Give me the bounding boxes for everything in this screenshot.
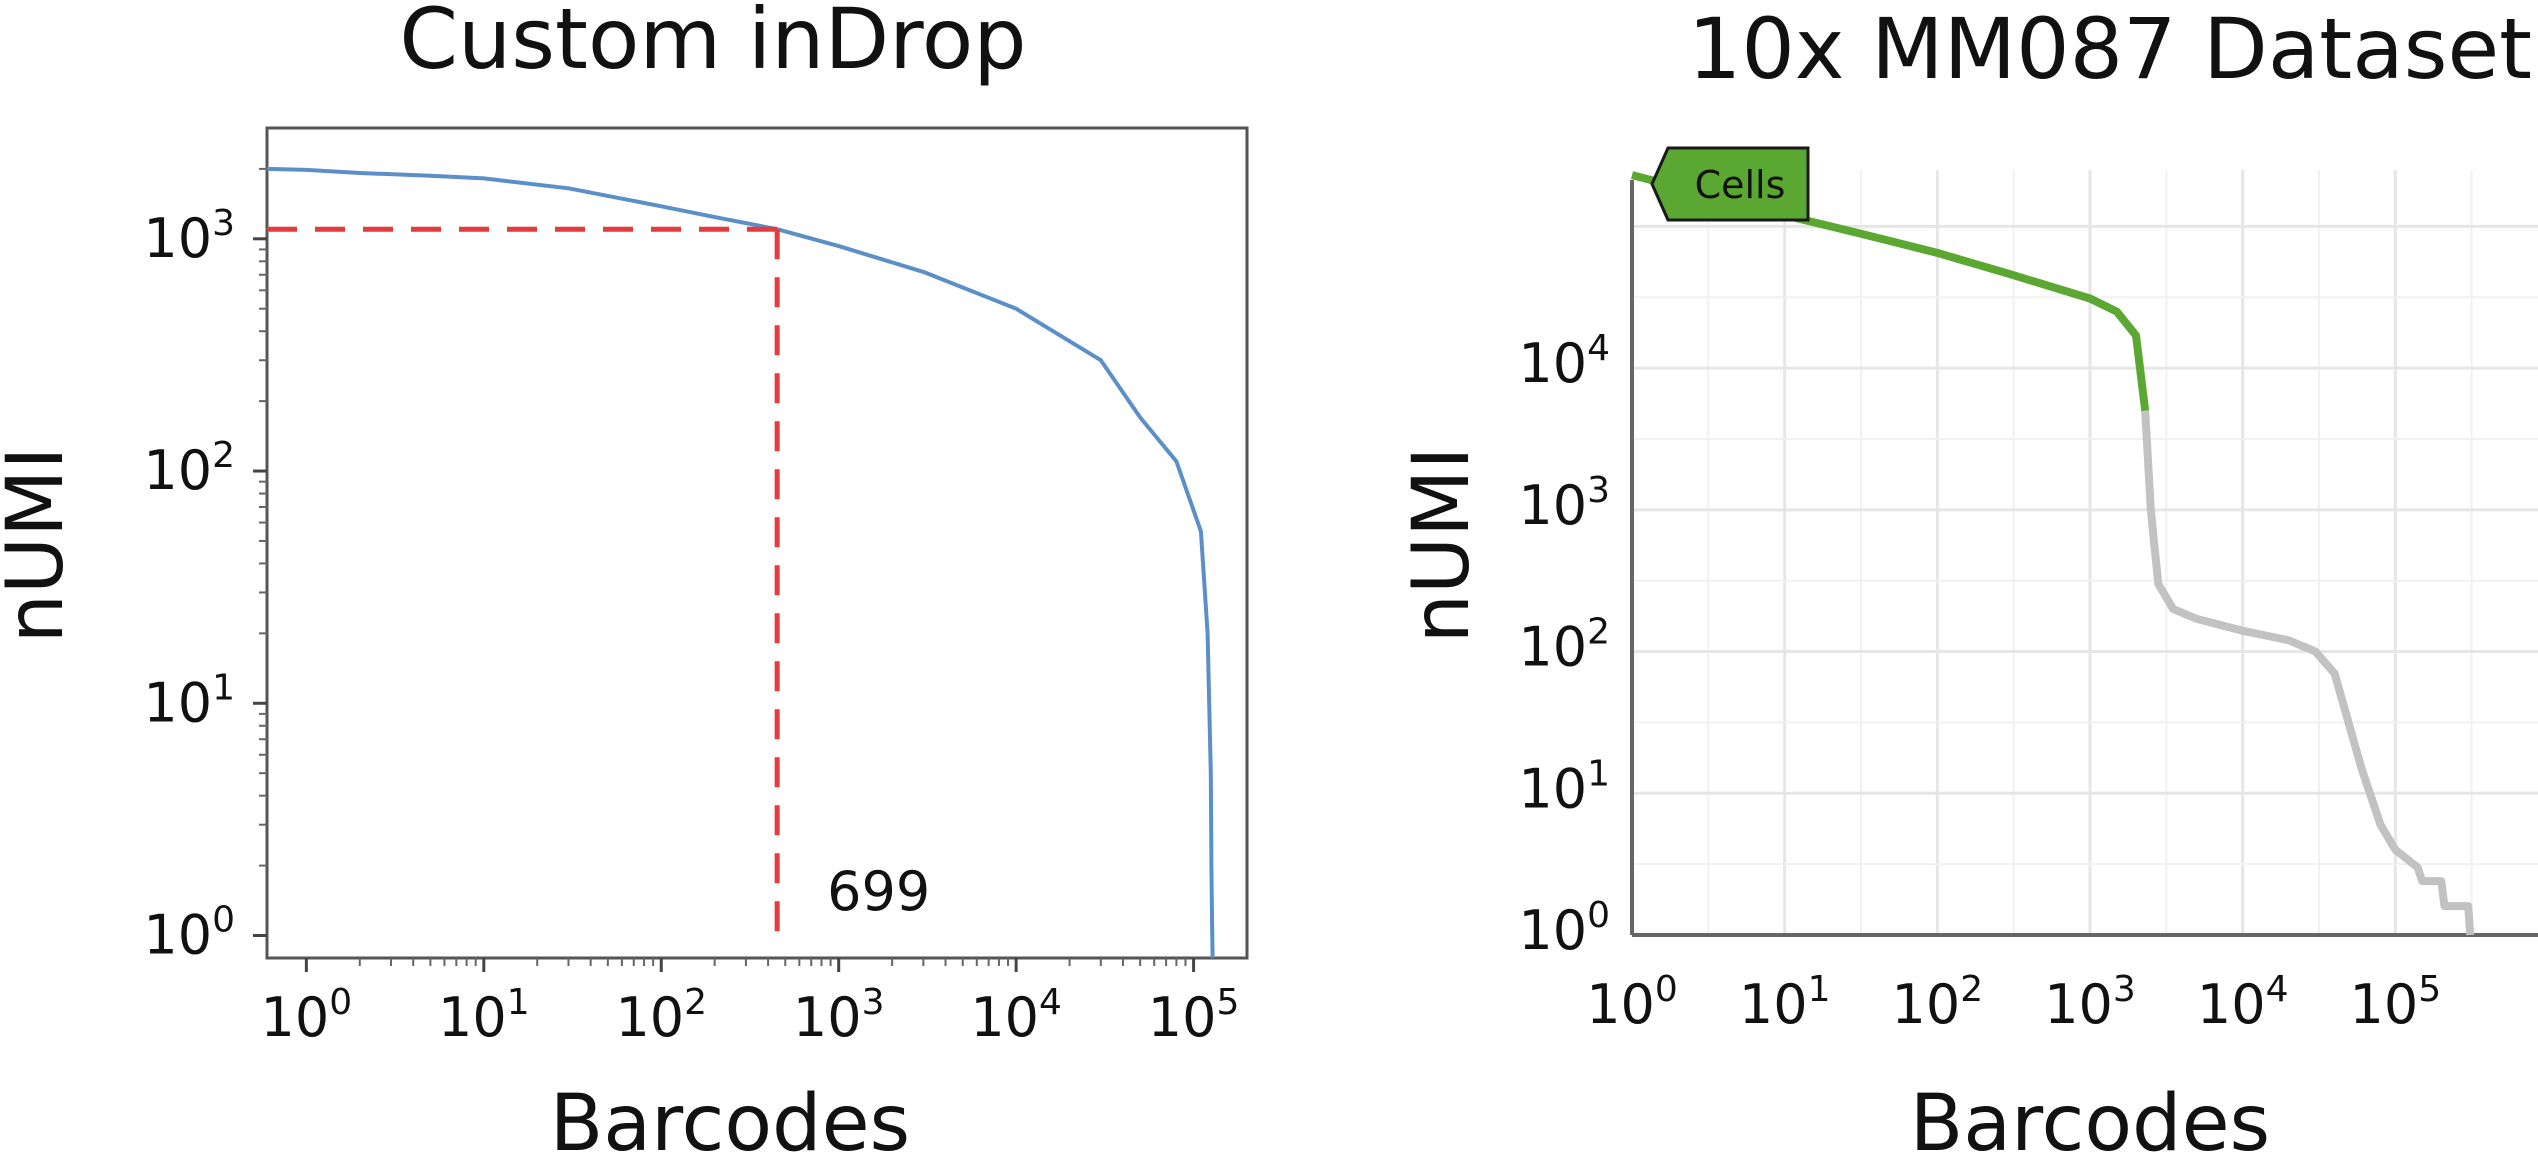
chart-title: 10x MM087 Dataset	[1688, 0, 2532, 98]
x-axis-label: Barcodes	[1910, 1079, 2270, 1158]
y-tick-label: 102	[1518, 612, 1610, 679]
x-tick-label: 103	[793, 982, 885, 1049]
series-line-background	[2141, 410, 2475, 936]
y-tick-label: 101	[143, 667, 235, 734]
x-tick-label: 101	[438, 982, 530, 1049]
x-tick-labels: 100 101 102 103 104 105	[261, 982, 1240, 1049]
x-tick-label: 104	[970, 982, 1062, 1049]
x-tick-label: 100	[261, 982, 353, 1049]
y-tick-label: 102	[143, 435, 235, 502]
x-tick-label: 100	[1586, 969, 1678, 1036]
10x-mm087-panel: 10x MM087 Dataset 100 101 102 103 104 105 100…	[1397, 0, 2538, 1158]
custom-indrop-panel: Custom inDrop 100 101 102 103 104 105 1001011…	[0, 0, 1249, 1158]
grid-lines	[1632, 170, 2538, 935]
tick-marks	[253, 167, 1196, 972]
y-tick-labels: 100 101 102 103 104	[1518, 328, 1610, 962]
x-tick-label: 104	[2197, 969, 2289, 1036]
series-group	[266, 166, 1215, 959]
cutoff-label: 699	[827, 860, 930, 923]
y-tick-labels: 100 101 102 103	[143, 203, 235, 967]
x-tick-label: 105	[2350, 969, 2442, 1036]
y-axis-label: nUMI	[1397, 447, 1487, 644]
series-line	[266, 166, 1215, 959]
y-tick-label: 100	[143, 899, 235, 966]
x-tick-label: 102	[1892, 969, 1984, 1036]
axes	[1630, 180, 2538, 937]
annotation-group: 699	[267, 226, 930, 946]
y-tick-label: 103	[1518, 470, 1610, 537]
x-tick-label: 102	[615, 982, 707, 1049]
y-tick-label: 103	[143, 203, 235, 270]
series-group	[1631, 171, 2475, 936]
y-axis-label: nUMI	[0, 447, 81, 644]
x-tick-label: 103	[2044, 969, 2136, 1036]
y-tick-label: 100	[1518, 895, 1610, 962]
x-axis-label: Barcodes	[550, 1079, 910, 1158]
cells-tag-label: Cells	[1695, 163, 1786, 207]
y-tick-label: 101	[1518, 753, 1610, 820]
cells-tag-box	[1650, 146, 1810, 222]
x-tick-label: 101	[1739, 969, 1831, 1036]
y-tick-label: 104	[1518, 328, 1610, 395]
x-tick-label: 105	[1148, 982, 1240, 1049]
cells-tag: Cells	[1650, 146, 1810, 222]
plot-area	[265, 126, 1249, 960]
x-tick-labels: 100 101 102 103 104 105	[1586, 969, 2441, 1036]
chart-title: Custom inDrop	[399, 0, 1026, 88]
